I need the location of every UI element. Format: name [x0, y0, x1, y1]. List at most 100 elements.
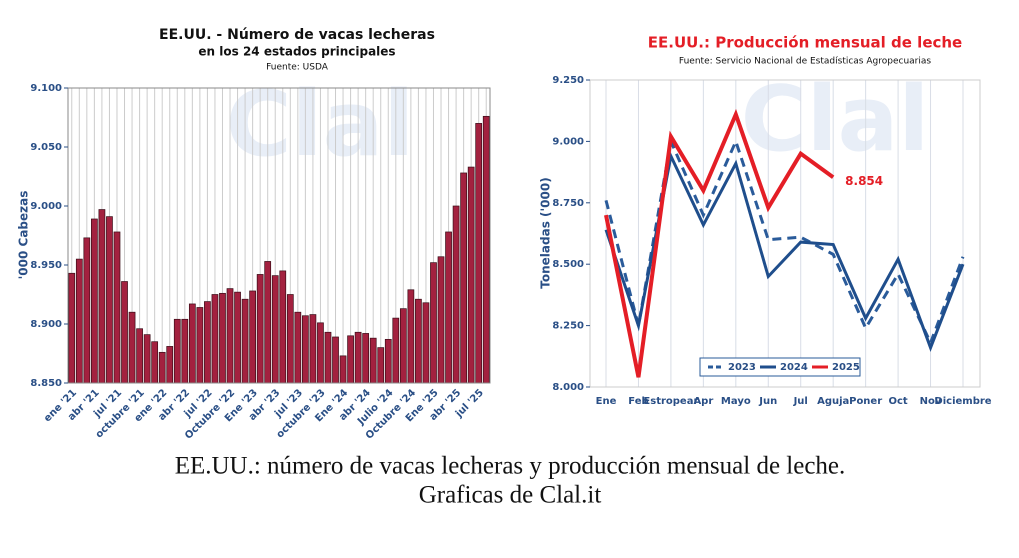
y-tick-label: 8.250 [552, 321, 584, 332]
bar [181, 318, 189, 384]
chart-subtitle: en los 24 estados principales [198, 45, 395, 59]
x-tick-label: Ene [596, 396, 617, 407]
chart-title: EE.UU. - Número de vacas lecheras [159, 27, 435, 43]
bar [121, 281, 128, 384]
bar [204, 301, 211, 384]
x-tick-label: Diciembre [934, 396, 991, 407]
x-tick-label: Aguja [817, 396, 849, 407]
bar [166, 346, 174, 384]
legend-label: 2025 [832, 362, 860, 373]
bar [83, 237, 91, 384]
legend-label: 2024 [780, 362, 808, 373]
y-tick-label: 9.250 [552, 75, 584, 86]
y-tick-label: 9.000 [552, 136, 584, 147]
plot-frame [67, 87, 491, 384]
bar [75, 258, 83, 384]
x-tick-label: Poner [849, 396, 882, 407]
bar [91, 218, 98, 384]
bar [136, 328, 143, 384]
bar [211, 294, 219, 384]
y-tick-label: 8.900 [30, 319, 62, 330]
bar [445, 231, 452, 384]
bar [475, 123, 483, 384]
series-line [604, 108, 835, 378]
bar [482, 115, 490, 384]
bar [467, 166, 475, 384]
bar [354, 331, 362, 384]
y-tick-label: 8.950 [30, 260, 62, 271]
bar [279, 270, 287, 384]
bar [339, 355, 347, 384]
bar [271, 275, 279, 384]
x-tick-label: Apr [693, 396, 713, 407]
bar [128, 311, 136, 384]
bar [143, 334, 151, 384]
bar [219, 292, 226, 384]
chart-title: EE.UU.: Producción mensual de leche [648, 34, 962, 52]
bar [384, 338, 392, 384]
legend-label: 2023 [728, 362, 756, 373]
y-axis-label: Toneladas ('000) [539, 177, 553, 288]
bar [234, 291, 241, 384]
x-tick-label: Feb [628, 396, 648, 407]
bar [324, 331, 332, 384]
bar [158, 351, 166, 384]
bar [294, 311, 302, 384]
bar [332, 336, 339, 384]
bar [256, 274, 264, 384]
bar [369, 337, 377, 384]
chart-source: Fuente: USDA [266, 63, 329, 73]
bar [377, 347, 385, 384]
plot-frame [589, 79, 981, 388]
bar [241, 298, 249, 384]
bar [317, 322, 324, 384]
x-tick-label: Jun [758, 396, 777, 407]
x-tick-label: Nov [920, 396, 942, 407]
y-tick-label: 9.100 [30, 83, 62, 94]
y-tick-label: 8.500 [552, 259, 584, 270]
y-tick-label: 9.000 [30, 201, 62, 212]
x-tick-label: Oct [888, 396, 907, 407]
bar [98, 209, 106, 384]
bar [106, 216, 113, 384]
x-tick-label: Mayo [721, 396, 751, 407]
y-tick-label: 9.050 [30, 142, 62, 153]
bar [302, 315, 309, 384]
bar [399, 308, 407, 384]
chart-source: Fuente: Servicio Nacional de Estadística… [679, 57, 931, 67]
watermark: Clal [741, 67, 929, 172]
bar [151, 341, 159, 384]
y-tick-label: 8.750 [552, 198, 584, 209]
bar [188, 303, 196, 384]
bar [249, 290, 256, 384]
legend-box [699, 357, 861, 377]
bar [226, 288, 234, 384]
bar [362, 333, 370, 384]
bar [347, 335, 354, 384]
bar [309, 314, 317, 384]
bar [407, 289, 415, 384]
y-tick-label: 8.850 [30, 378, 62, 389]
caption: EE.UU.: número de vacas lecheras y produ… [175, 453, 846, 480]
bar [415, 298, 422, 384]
bar [113, 231, 121, 384]
bar [452, 205, 460, 384]
data-label: 8.854 [845, 174, 883, 188]
x-tick-label: Jul [793, 396, 808, 407]
x-tick-label: Estropear [643, 396, 698, 407]
bar [68, 272, 76, 384]
bar [437, 256, 445, 384]
bar [264, 261, 272, 384]
bar [286, 294, 294, 384]
bar [460, 172, 467, 384]
y-axis-label: '000 Cabezas [17, 191, 31, 280]
y-tick-label: 8.000 [552, 382, 584, 393]
bar [392, 317, 400, 384]
bar [430, 262, 437, 384]
bar [422, 302, 430, 384]
bar [173, 318, 181, 384]
series-line [604, 151, 965, 352]
bar [196, 307, 204, 384]
caption: Graficas de Clal.it [419, 482, 602, 509]
